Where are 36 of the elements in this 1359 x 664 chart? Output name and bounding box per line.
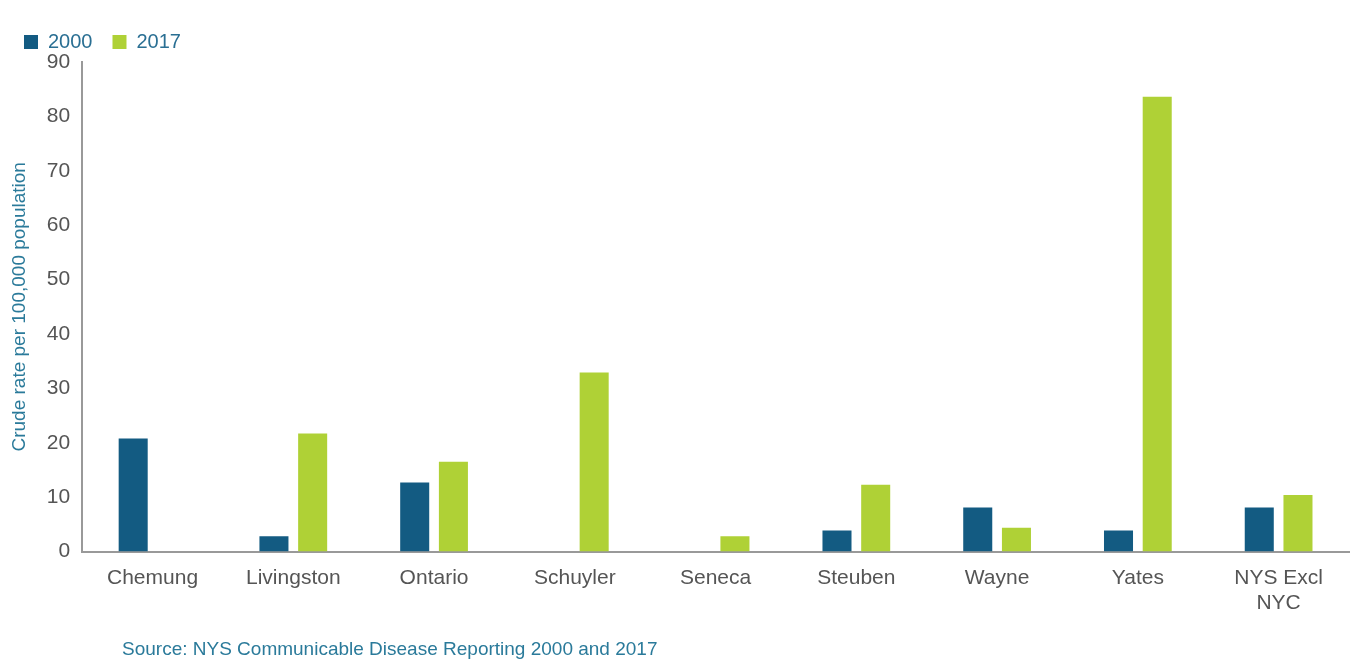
x-tick-label: Wayne: [964, 565, 1030, 588]
y-tick-label: 70: [46, 157, 71, 181]
y-tick-label: 80: [46, 103, 71, 127]
x-tick-label: Schuyler: [533, 565, 616, 588]
y-tick-label: 50: [46, 266, 71, 290]
bar: [438, 461, 468, 552]
bar: [298, 433, 328, 552]
y-tick-label: 30: [46, 375, 71, 399]
x-tick-label: NYS Excl NYC: [1234, 565, 1323, 614]
x-tick-label: Ontario: [399, 565, 469, 588]
y-axis-title: Crude rate per 100,000 population: [7, 162, 29, 452]
bar: [259, 536, 289, 552]
bar: [861, 484, 891, 552]
bar: [1142, 96, 1172, 552]
x-tick-label: Steuben: [817, 565, 896, 588]
bar: [1244, 507, 1274, 552]
bar: [400, 482, 430, 552]
bar: [118, 438, 148, 552]
bar: [963, 507, 993, 552]
bar: [1103, 530, 1134, 552]
source-note: Source: NYS Communicable Disease Reporting 2000 and 2017: [122, 638, 658, 660]
x-tick-label: Livingston: [246, 565, 341, 588]
bar: [822, 530, 852, 552]
bar: [1001, 527, 1031, 552]
x-tick-label: Seneca: [679, 565, 752, 588]
bar: [1283, 495, 1313, 552]
x-tick-label: Yates: [1111, 565, 1164, 588]
y-tick-label: 40: [46, 320, 71, 344]
bar: [720, 536, 750, 552]
y-tick-label: 60: [46, 212, 71, 235]
x-tick-label: Chemung: [107, 565, 199, 588]
y-tick-label: 0: [58, 538, 71, 562]
y-tick-label: 20: [46, 429, 71, 453]
bar: [579, 372, 609, 552]
y-tick-label: 10: [46, 484, 71, 507]
legend-label: 2017: [136, 29, 181, 52]
